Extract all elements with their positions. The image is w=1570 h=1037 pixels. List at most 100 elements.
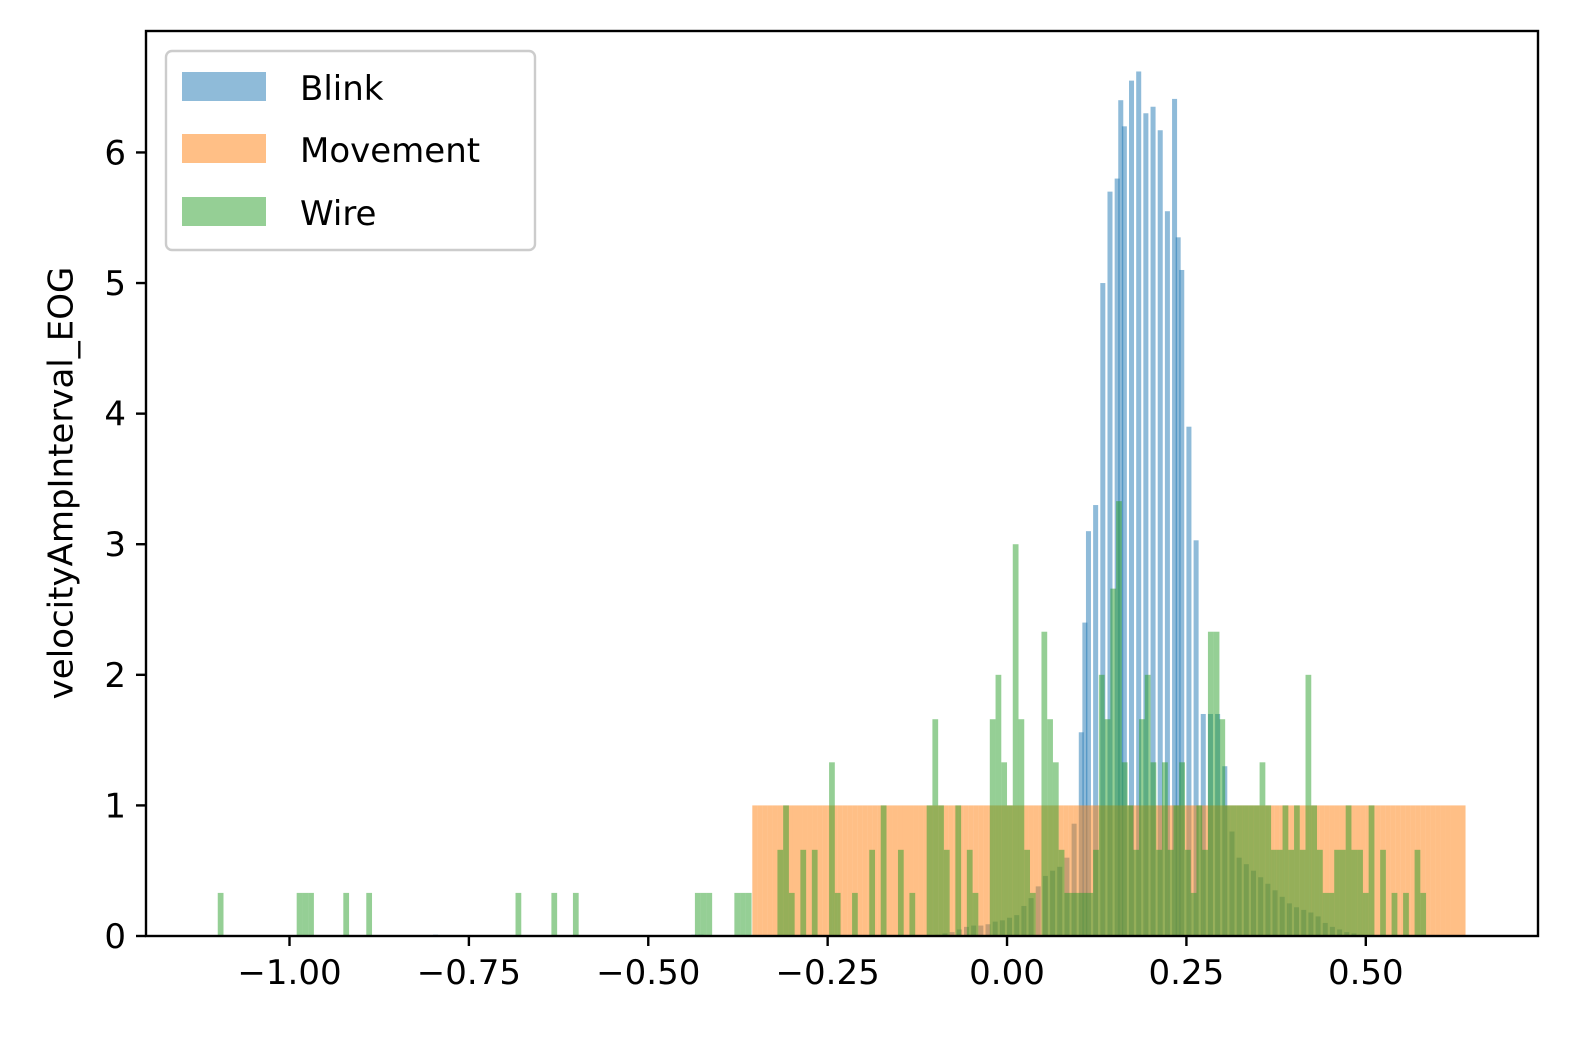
wire-bar <box>1248 805 1254 936</box>
wire-bar <box>943 849 950 936</box>
movement-bar <box>983 805 989 936</box>
wire-bar <box>1127 805 1134 936</box>
wire-bar <box>852 892 858 936</box>
histogram-bars <box>217 71 1466 937</box>
movement-bar <box>852 805 858 936</box>
movement-bar <box>1078 805 1084 936</box>
y-tick-label: 6 <box>104 133 126 173</box>
wire-bar <box>1339 849 1346 936</box>
movement-bar <box>877 805 883 936</box>
wire-bar <box>869 849 876 936</box>
wire-bar <box>1202 849 1208 936</box>
movement-bar <box>1390 805 1396 936</box>
movement-bar <box>923 805 929 936</box>
legend: Blink Movement Wire <box>164 49 537 252</box>
wire-bar <box>1047 719 1053 936</box>
wire-bar <box>1075 892 1082 936</box>
wire-bar <box>829 762 835 936</box>
movement-bar <box>837 805 843 936</box>
wire-bar <box>700 892 707 936</box>
wire-bar <box>1184 849 1191 936</box>
x-tick-label: −0.25 <box>776 953 880 993</box>
blink-bar <box>1179 269 1185 937</box>
wire-bar <box>1150 762 1157 936</box>
movement-bar <box>1460 805 1466 936</box>
wire-bar <box>1196 805 1203 936</box>
movement-bar <box>1038 805 1044 936</box>
wire-bar <box>966 849 973 936</box>
legend-label-blink: Blink <box>300 69 384 109</box>
x-tick-label: −0.50 <box>596 953 700 993</box>
movement-bar <box>1385 805 1391 936</box>
movement-bar <box>1375 805 1381 936</box>
blink-bar <box>1129 80 1135 937</box>
wire-bar <box>1420 892 1427 936</box>
wire-bar <box>1018 719 1025 936</box>
blink-bar <box>1164 211 1170 937</box>
blink-bar <box>1143 113 1149 936</box>
blink-bar <box>1150 106 1156 937</box>
wire-bar <box>1144 674 1151 936</box>
wire-bar <box>1276 849 1283 936</box>
movement-bar <box>817 805 823 936</box>
wire-bar <box>1317 849 1323 936</box>
x-tick-label: 0.50 <box>1328 953 1404 993</box>
movement-bar <box>842 805 848 936</box>
wire-bar <box>1305 674 1312 936</box>
wire-bar <box>834 892 841 936</box>
wire-bar <box>1110 588 1117 936</box>
wire-bar <box>1236 805 1243 936</box>
wire-bar <box>1052 762 1059 936</box>
y-tick-label: 4 <box>104 395 126 435</box>
movement-bar <box>792 805 798 936</box>
legend-swatch-wire <box>182 197 266 226</box>
wire-bar <box>1380 849 1386 936</box>
plot-frame <box>144 29 1540 938</box>
wire-bar <box>932 719 939 936</box>
wire-bar <box>926 805 933 936</box>
y-tick-label: 5 <box>104 264 126 304</box>
x-axis: −1.00 −0.75 −0.50 −0.25 0.00 0.25 0.50 <box>237 936 1404 993</box>
movement-bar <box>797 805 803 936</box>
wire-bar <box>1087 892 1094 936</box>
wire-bar <box>909 892 916 936</box>
blink-bar <box>1172 98 1178 936</box>
movement-bar <box>787 805 793 936</box>
movement-bar <box>1083 805 1089 936</box>
movement-bar <box>1435 805 1441 936</box>
movement-bar <box>832 805 838 936</box>
movement-bar <box>948 805 954 936</box>
wire-bar <box>880 805 887 936</box>
wire-bar <box>1219 719 1226 936</box>
wire-bar <box>1064 892 1071 936</box>
movement-bar <box>1324 805 1330 936</box>
wire-bar <box>1225 805 1231 936</box>
wire-bar <box>745 892 752 936</box>
legend-label-wire: Wire <box>300 194 376 234</box>
wire-bar <box>1167 849 1174 936</box>
movement-bar <box>822 805 828 936</box>
wire-bar <box>1265 805 1272 936</box>
movement-bar <box>1088 805 1094 936</box>
wire-bar <box>972 892 979 936</box>
wire-bar <box>1351 849 1358 936</box>
movement-bar <box>1445 805 1451 936</box>
movement-bar <box>1455 805 1461 936</box>
blink-bar <box>1085 531 1091 936</box>
wire-bar <box>1098 674 1105 936</box>
wire-bar <box>1271 849 1277 936</box>
y-tick-label: 0 <box>104 917 126 957</box>
movement-bar <box>1063 805 1069 936</box>
movement-bar <box>1365 805 1371 936</box>
movement-bar <box>847 805 853 936</box>
wire-bar <box>783 805 789 936</box>
wire-bar <box>1104 719 1111 936</box>
wire-bar <box>1362 892 1369 936</box>
movement-bar <box>767 805 773 936</box>
blink-bar <box>1107 191 1113 936</box>
movement-bar <box>1189 805 1195 936</box>
movement-bar <box>902 805 909 936</box>
blink-bar <box>1100 283 1106 936</box>
wire-bar <box>1173 805 1180 936</box>
wire-bar <box>1116 501 1122 936</box>
